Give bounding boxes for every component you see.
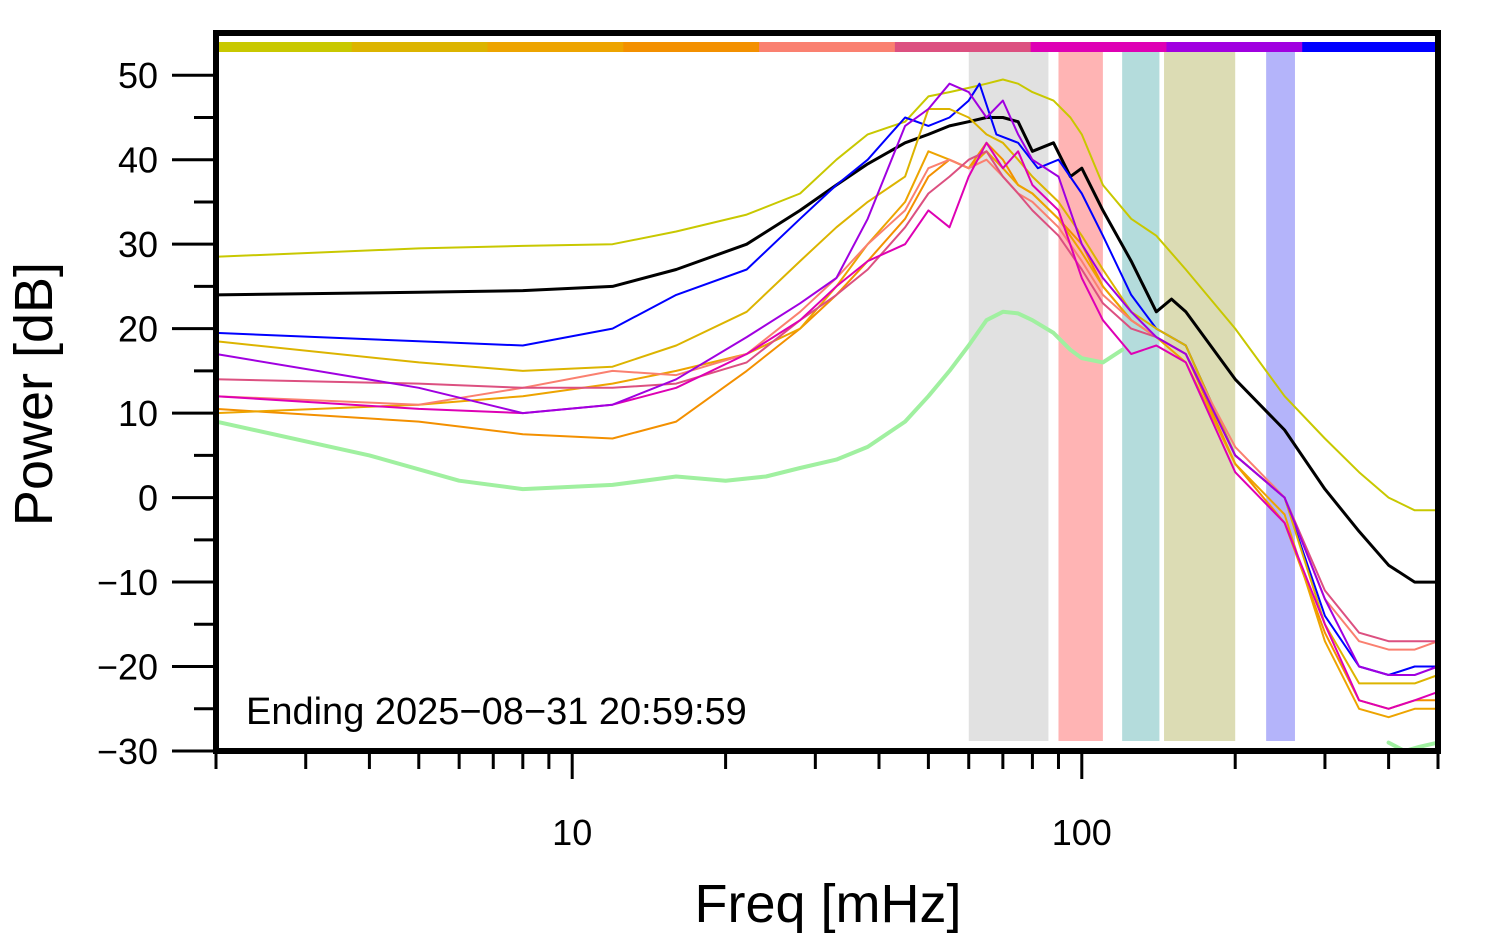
y-tick-label: −10 <box>97 562 158 603</box>
x-tick-label: 10 <box>552 812 592 853</box>
color-bar-segment-3 <box>623 42 760 52</box>
y-tick-label: −20 <box>97 647 158 688</box>
y-axis-ticks: 50 40 30 20 10 0 −10 −20 −30 <box>97 55 216 772</box>
x-axis-ticks: 10 100 <box>214 751 1440 853</box>
y-tick-label: 50 <box>118 55 158 96</box>
series-lines <box>214 78 1440 753</box>
frequency-bands <box>968 52 1295 741</box>
y-tick-label: 10 <box>118 393 158 434</box>
x-axis-title: Freq [mHz] <box>694 874 961 934</box>
series-line-9 <box>215 82 1439 676</box>
y-tick-label: 0 <box>138 478 158 519</box>
series-line-8 <box>215 141 1439 710</box>
band-3 <box>1164 52 1236 741</box>
color-bar-segment-4 <box>759 42 896 52</box>
color-bar-segment-8 <box>1302 42 1439 52</box>
color-bar-segment-0 <box>216 42 353 52</box>
color-bar-segment-7 <box>1166 42 1303 52</box>
band-1 <box>1058 52 1103 741</box>
plot-frame <box>213 30 1441 754</box>
y-tick-label: −30 <box>97 731 158 772</box>
color-bar-segment-2 <box>487 42 624 52</box>
timestamp-annotation: Ending 2025−08−31 20:59:59 <box>246 691 747 733</box>
series-line-1 <box>214 116 1440 584</box>
y-tick-label: 30 <box>118 224 158 265</box>
series-line-6 <box>215 158 1439 651</box>
color-bar-segment-1 <box>351 42 489 52</box>
y-axis-title: Power [dB] <box>4 262 64 526</box>
band-4 <box>1266 52 1295 741</box>
series-line-3 <box>215 108 1439 685</box>
top-color-bar <box>216 42 1439 52</box>
band-2 <box>1122 52 1160 741</box>
y-tick-label: 20 <box>118 309 158 350</box>
series-line-4 <box>215 141 1439 710</box>
series-line-7 <box>215 150 1439 643</box>
color-bar-segment-5 <box>894 42 1032 52</box>
band-0 <box>968 52 1049 741</box>
series-line-0 <box>215 78 1439 512</box>
x-tick-label: 100 <box>1052 812 1112 853</box>
y-tick-label: 40 <box>118 140 158 181</box>
series-line-2 <box>215 82 1439 676</box>
series-line-10 <box>214 309 1125 492</box>
color-bar-segment-6 <box>1030 42 1167 52</box>
